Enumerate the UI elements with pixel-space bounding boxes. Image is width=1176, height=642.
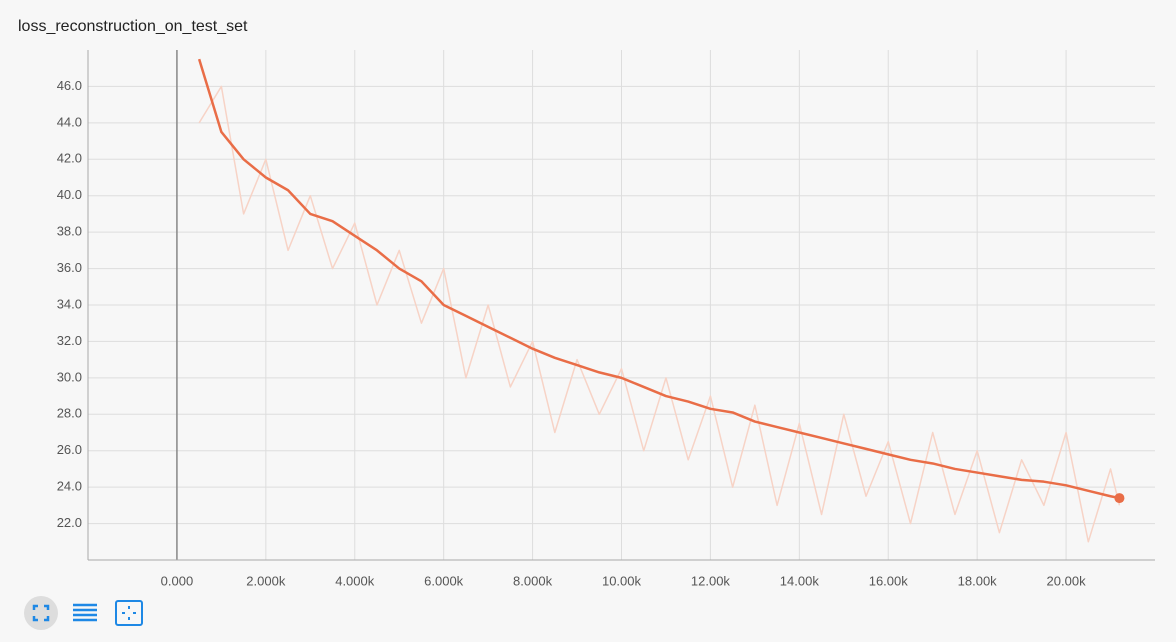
x-tick-label: 6.000k [424, 573, 464, 588]
fit-domain-button[interactable] [112, 596, 146, 630]
y-tick-label: 24.0 [57, 479, 82, 494]
list-icon [73, 603, 97, 622]
plot-area [197, 58, 1121, 543]
x-tick-label: 0.000 [161, 573, 194, 588]
x-tick-label: 12.00k [691, 573, 731, 588]
y-tick-label: 30.0 [57, 369, 82, 384]
fit-icon [115, 600, 143, 626]
expand-button[interactable] [24, 596, 58, 630]
x-tick-label: 10.00k [602, 573, 642, 588]
y-tick-label: 28.0 [57, 406, 82, 421]
y-tick-label: 42.0 [57, 151, 82, 166]
x-tick-label: 8.000k [513, 573, 553, 588]
y-tick-label: 32.0 [57, 333, 82, 348]
expand-icon [32, 604, 50, 622]
y-tick-label: 44.0 [57, 114, 82, 129]
series-line [197, 58, 1120, 500]
y-tick-label: 46.0 [57, 78, 82, 93]
y-tick-label: 26.0 [57, 442, 82, 457]
y-tick-label: 38.0 [57, 224, 82, 239]
y-tick-label: 34.0 [57, 296, 82, 311]
x-tick-label: 14.00k [780, 573, 820, 588]
x-tick-label: 2.000k [246, 573, 286, 588]
x-tick-label: 20.00k [1047, 573, 1087, 588]
data-table-button[interactable] [68, 596, 102, 630]
y-tick-label: 22.0 [57, 515, 82, 530]
x-tick-label: 18.00k [958, 573, 998, 588]
x-tick-label: 16.00k [869, 573, 909, 588]
x-tick-label: 4.000k [335, 573, 375, 588]
last-point [1114, 493, 1125, 504]
series-line [198, 85, 1121, 543]
chart-title: loss_reconstruction_on_test_set [18, 18, 248, 35]
y-tick-label: 40.0 [57, 187, 82, 202]
y-tick-label: 36.0 [57, 260, 82, 275]
